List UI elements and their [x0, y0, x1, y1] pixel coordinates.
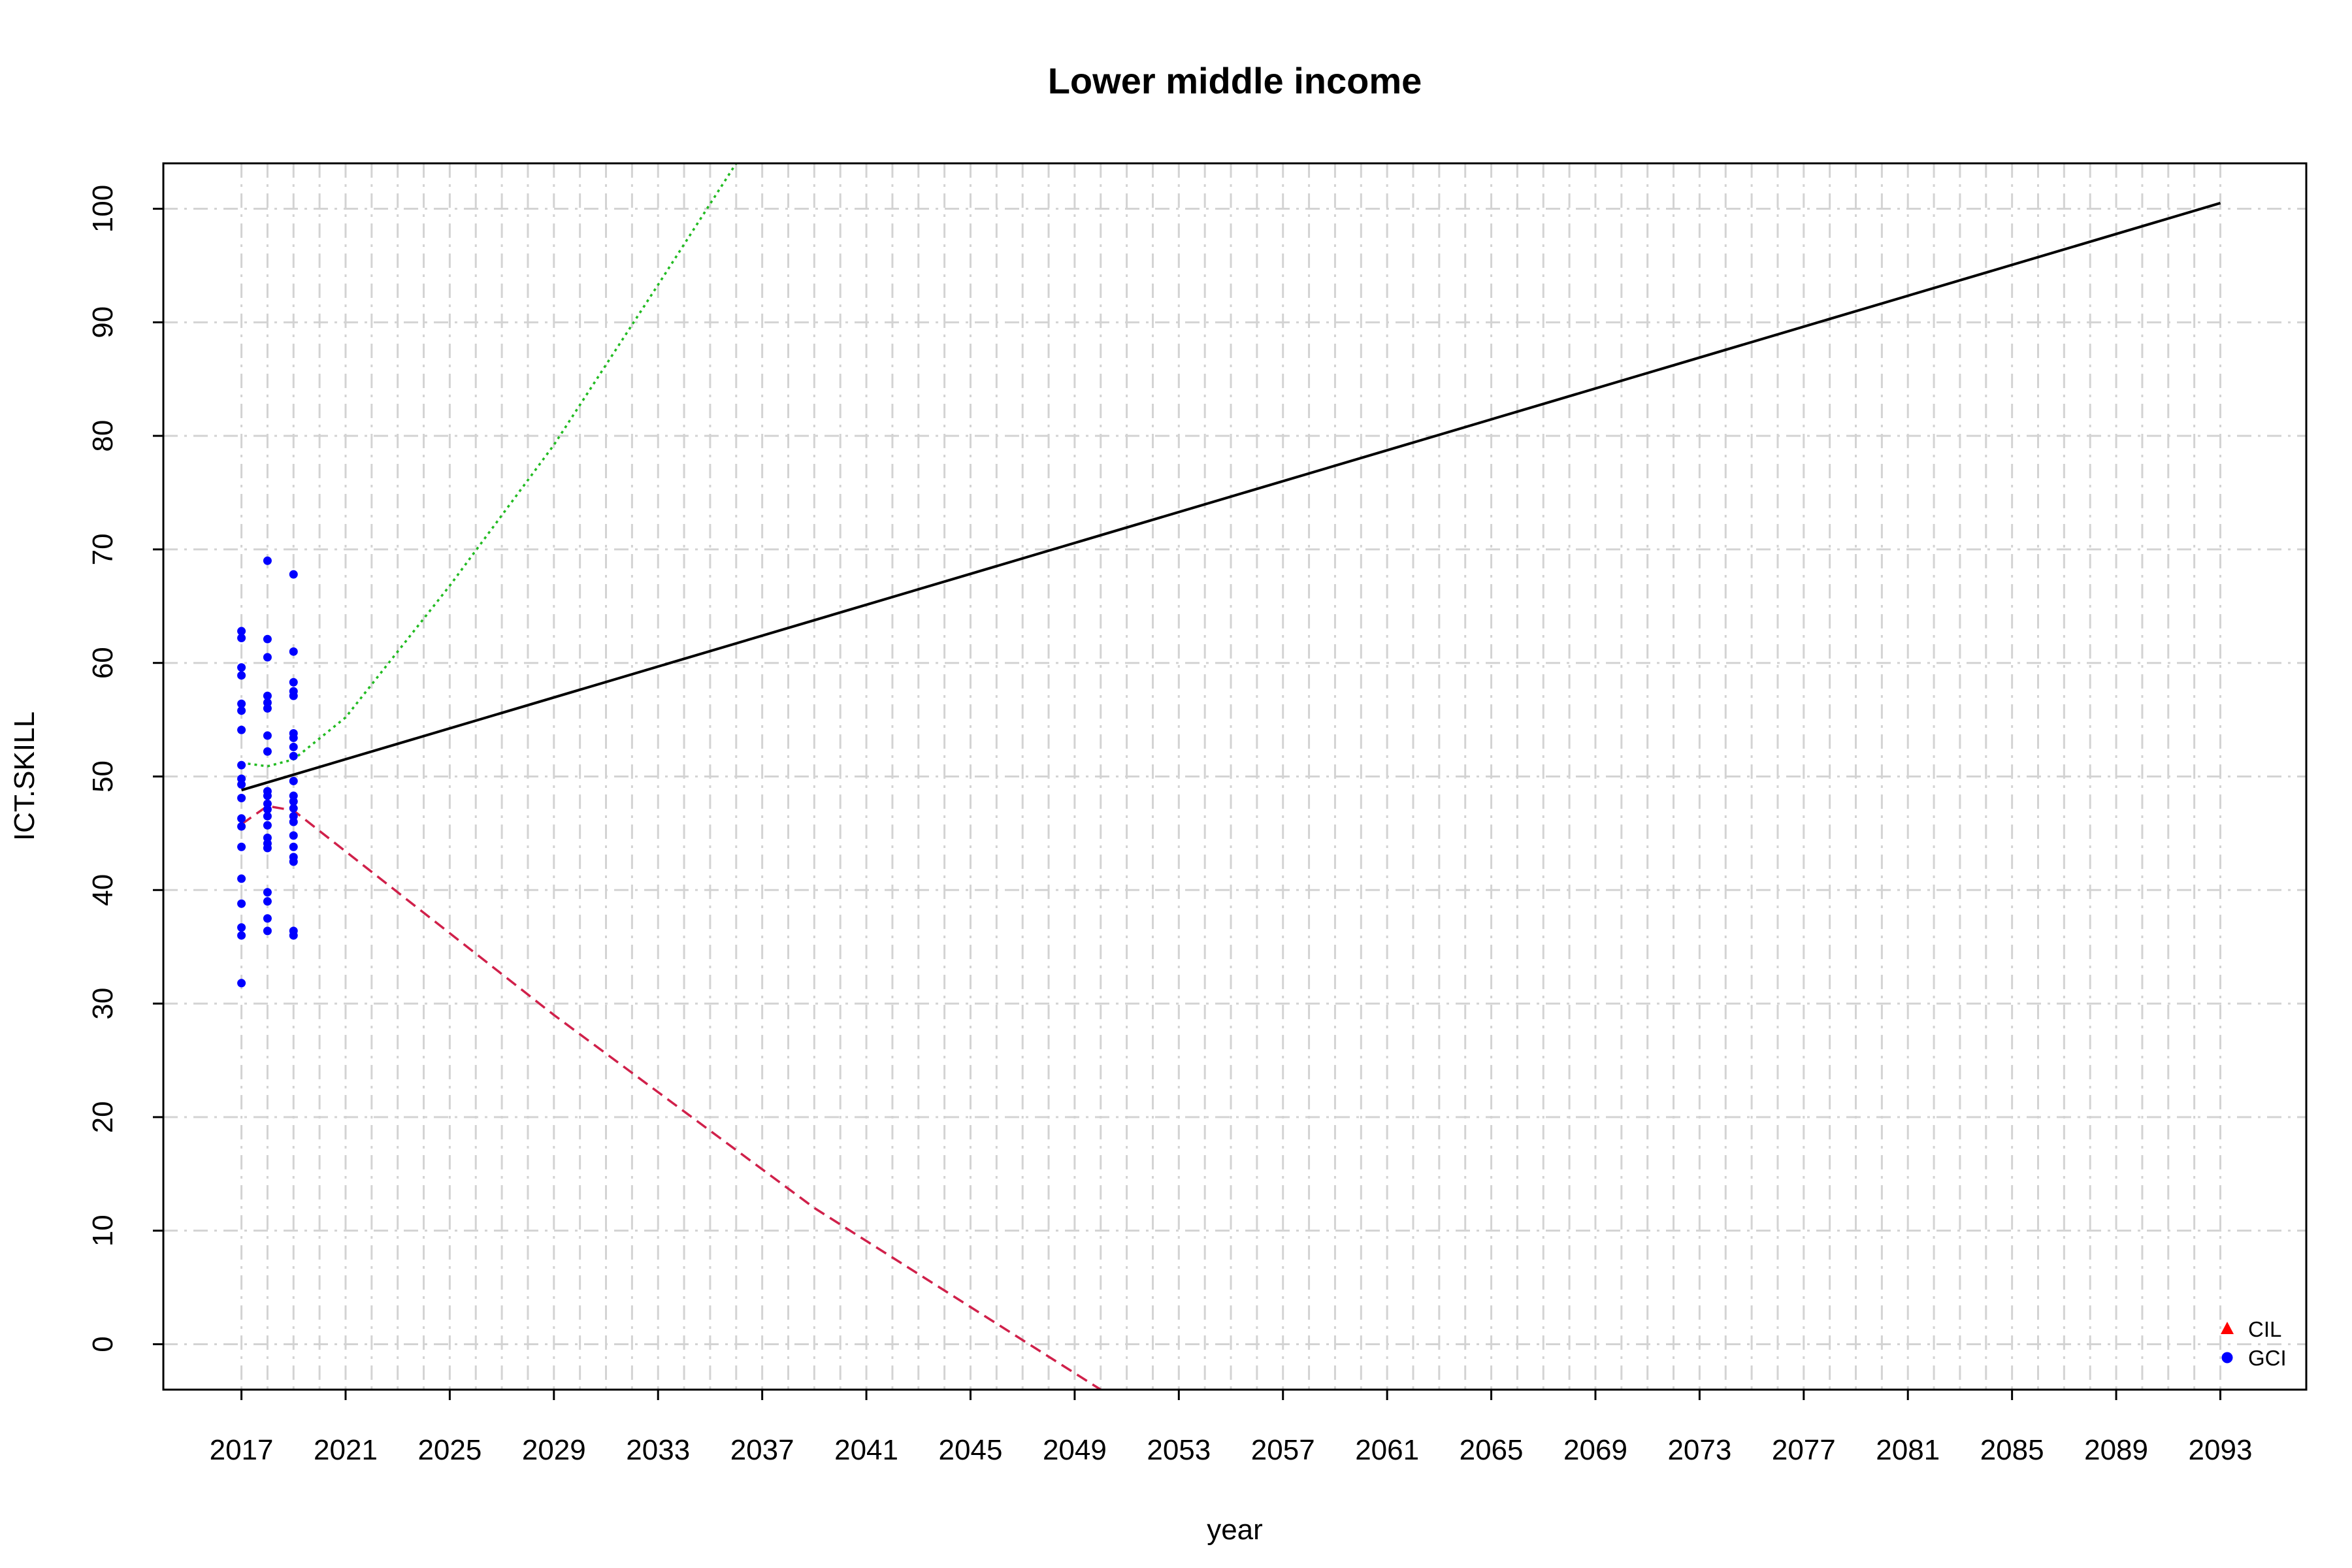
- x-tick-label: 2045: [939, 1434, 1003, 1466]
- data-point-gci: [237, 899, 246, 908]
- x-tick-label: 2029: [522, 1434, 586, 1466]
- y-tick-label: 90: [87, 306, 119, 338]
- x-tick-label: 2089: [2084, 1434, 2148, 1466]
- data-point-gci: [289, 776, 298, 785]
- data-point-gci: [263, 805, 272, 814]
- x-tick-label: 2049: [1043, 1434, 1107, 1466]
- legend-marker-circle: [2221, 1352, 2233, 1364]
- x-tick-label: 2033: [626, 1434, 690, 1466]
- data-point-gci: [237, 842, 246, 851]
- data-point-gci: [289, 733, 298, 742]
- data-point-gci: [237, 671, 246, 680]
- y-tick-label: 20: [87, 1101, 119, 1133]
- data-points: [237, 556, 298, 988]
- data-point-gci: [237, 725, 246, 734]
- data-point-gci: [237, 706, 246, 715]
- y-tick-label: 30: [87, 988, 119, 1020]
- legend-label: CIL: [2248, 1317, 2281, 1341]
- y-tick-label: 0: [87, 1336, 119, 1352]
- x-tick-label: 2021: [314, 1434, 378, 1466]
- data-point-gci: [237, 814, 246, 823]
- grid: [163, 163, 2306, 1390]
- data-point-gci: [237, 633, 246, 642]
- y-tick-label: 10: [87, 1215, 119, 1247]
- x-axis-label: year: [1207, 1514, 1263, 1546]
- data-point-gci: [289, 831, 298, 840]
- x-tick-label: 2085: [1980, 1434, 2044, 1466]
- x-tick-label: 2017: [210, 1434, 274, 1466]
- data-point-gci: [289, 817, 298, 826]
- series-line-solid: [241, 201, 2221, 792]
- data-point-gci: [237, 760, 246, 770]
- y-axis-label: ICT.SKILL: [8, 711, 41, 841]
- data-point-gci: [263, 888, 272, 897]
- data-point-gci: [289, 570, 298, 579]
- x-tick-label: 2057: [1251, 1434, 1315, 1466]
- y-tick-label: 60: [87, 647, 119, 679]
- data-point-gci: [289, 742, 298, 751]
- x-tick-label: 2061: [1355, 1434, 1419, 1466]
- x-tick-label: 2037: [730, 1434, 794, 1466]
- data-point-gci: [263, 811, 272, 821]
- data-point-gci: [263, 653, 272, 662]
- x-tick-label: 2073: [1667, 1434, 1731, 1466]
- x-axis: 2017 2021 2025 2029 2033 2037 2041 2045 2049 2053…: [210, 1390, 2253, 1466]
- x-tick-label: 2053: [1147, 1434, 1211, 1466]
- series-line-dashed: [240, 804, 1102, 1391]
- x-tick-label: 2077: [1772, 1434, 1836, 1466]
- data-point-gci: [237, 627, 246, 636]
- data-point-gci: [263, 926, 272, 936]
- data-point-gci: [289, 804, 298, 813]
- y-axis: 0 10 20 30 40 50 60 70 80 90 100: [87, 185, 163, 1352]
- data-point-gci: [237, 780, 246, 789]
- data-point-gci: [237, 699, 246, 708]
- x-tick-label: 2041: [834, 1434, 898, 1466]
- x-tick-label: 2081: [1876, 1434, 1940, 1466]
- chart-title: Lower middle income: [1048, 60, 1422, 101]
- data-point-gci: [263, 747, 272, 756]
- data-point-gci: [289, 797, 298, 806]
- data-point-gci: [237, 931, 246, 940]
- x-tick-label: 2025: [417, 1434, 482, 1466]
- y-tick-label: 50: [87, 760, 119, 792]
- y-tick-label: 70: [87, 533, 119, 565]
- y-tick-label: 40: [87, 874, 119, 906]
- data-point-gci: [263, 914, 272, 923]
- x-tick-label: 2093: [2189, 1434, 2253, 1466]
- data-point-gci: [263, 843, 272, 853]
- data-point-gci: [289, 931, 298, 940]
- data-point-gci: [237, 874, 246, 883]
- data-point-gci: [263, 731, 272, 740]
- data-point-gci: [289, 647, 298, 656]
- data-point-gci: [237, 663, 246, 672]
- x-tick-label: 2069: [1563, 1434, 1627, 1466]
- data-point-gci: [289, 678, 298, 687]
- series-line-dotted: [241, 163, 738, 768]
- data-point-gci: [263, 691, 272, 700]
- data-point-gci: [237, 794, 246, 803]
- data-point-gci: [237, 979, 246, 988]
- data-point-gci: [237, 822, 246, 831]
- data-point-gci: [263, 556, 272, 565]
- legend-label: GCI: [2248, 1346, 2287, 1370]
- legend-marker-triangle: [2221, 1322, 2234, 1334]
- data-point-gci: [263, 821, 272, 830]
- data-point-gci: [263, 791, 272, 800]
- data-point-gci: [289, 691, 298, 700]
- x-tick-label: 2065: [1460, 1434, 1524, 1466]
- data-point-gci: [237, 923, 246, 932]
- y-tick-label: 80: [87, 420, 119, 452]
- legend: CIL GCI: [2221, 1317, 2287, 1370]
- data-point-gci: [263, 897, 272, 906]
- data-point-gci: [289, 857, 298, 866]
- series-lines: [240, 163, 2221, 1391]
- y-tick-label: 100: [87, 185, 119, 233]
- data-point-gci: [263, 634, 272, 644]
- data-point-gci: [263, 704, 272, 713]
- data-point-gci: [289, 751, 298, 760]
- data-point-gci: [289, 842, 298, 851]
